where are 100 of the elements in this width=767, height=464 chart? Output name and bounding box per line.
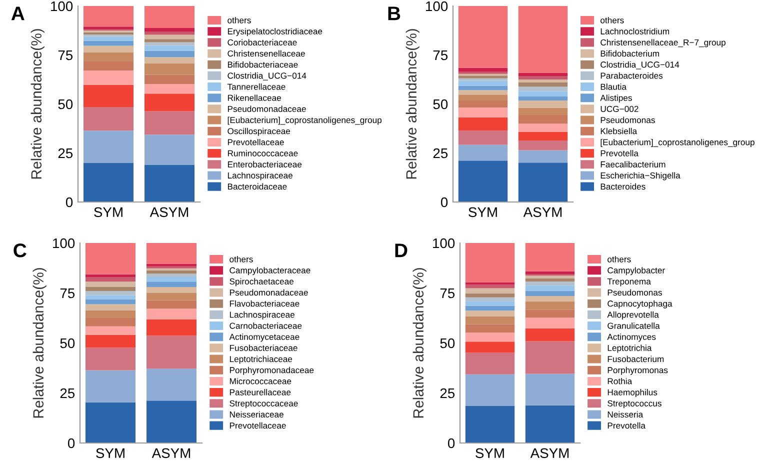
bar <box>525 374 575 406</box>
bar <box>518 6 568 73</box>
bar <box>458 100 508 108</box>
bar <box>525 278 575 282</box>
bar <box>146 274 197 277</box>
x-tick-label: ASYM <box>523 207 562 218</box>
legend-label: Alistipes <box>600 94 632 103</box>
bar <box>146 243 197 264</box>
legend-label: Rikenellaceae <box>228 94 281 101</box>
bar <box>144 164 195 202</box>
bar <box>525 286 575 291</box>
bar <box>85 287 136 291</box>
y-tick-label: 0 <box>66 197 73 208</box>
legend-label: Faecalibacterium <box>600 161 666 168</box>
legend-label: Prevotellaceae <box>230 422 286 429</box>
y-tick-label: 75 <box>440 288 455 298</box>
bar <box>458 86 508 90</box>
legend-label: Prevotella <box>608 422 646 429</box>
y-tick-label: 50 <box>58 99 73 110</box>
bar <box>458 130 508 145</box>
bar <box>85 304 136 310</box>
bar <box>518 162 568 202</box>
bar <box>83 84 134 107</box>
bar <box>525 405 575 443</box>
legend-label: Fusobacterium <box>608 356 664 362</box>
bar <box>144 111 195 135</box>
bar <box>465 288 515 294</box>
legend-label: Alloprevotella <box>607 311 659 320</box>
bar <box>146 282 197 287</box>
bar <box>518 96 568 100</box>
bar <box>146 308 197 320</box>
bar <box>465 324 515 333</box>
legend-label: Oscillospiraceae <box>228 128 290 136</box>
legend-label: Neisseriaceae <box>230 411 284 418</box>
legend-label: Enterobacteriaceae <box>228 161 302 168</box>
y-axis-title: Relative abundance(%) <box>412 268 426 418</box>
bar <box>146 319 197 336</box>
bar <box>85 291 136 296</box>
bar <box>83 6 134 27</box>
bar <box>146 270 197 274</box>
bar <box>83 36 134 41</box>
legend-label: Treponema <box>607 278 651 286</box>
bar <box>85 243 136 274</box>
y-tick-label: 100 <box>53 238 75 248</box>
bar <box>458 80 508 86</box>
bar <box>146 293 197 300</box>
bar <box>85 318 136 326</box>
bar <box>518 140 568 150</box>
y-tick-label: 75 <box>58 50 73 60</box>
bar <box>458 94 508 100</box>
bar <box>83 26 134 30</box>
legend-label: Clostridia_UCG−014 <box>600 61 680 70</box>
legend-label: Streptococcus <box>608 400 662 408</box>
y-tick-label: 0 <box>68 438 75 448</box>
bar <box>465 352 515 374</box>
bar <box>518 150 568 163</box>
legend-label: Actinomyces <box>607 334 656 342</box>
legend-label: Neisseria <box>608 411 644 418</box>
bar <box>525 276 575 278</box>
bar <box>146 400 197 443</box>
legend-label: Prevotella <box>600 150 638 156</box>
legend-label: Campylobacteraceae <box>230 267 310 276</box>
bar <box>144 134 195 165</box>
bar <box>83 130 134 163</box>
legend-label: Tannerellaceae <box>227 84 286 90</box>
bar <box>525 243 575 272</box>
bar <box>525 301 575 310</box>
legend-label: others <box>228 16 251 24</box>
bar <box>85 299 136 304</box>
y-tick-label: 25 <box>58 148 73 158</box>
legend-label: Leptotrichia <box>608 344 652 353</box>
bar <box>83 61 134 70</box>
bar <box>144 84 195 94</box>
bar <box>518 72 568 76</box>
legend-label: Erysipelatoclostridiaceae <box>228 28 322 36</box>
legend-label: Prevotellaceae <box>228 138 284 146</box>
chart-title: C <box>14 244 26 258</box>
bar <box>83 46 134 52</box>
legend-label: [Eubacterium]_coprostanoligenes_group <box>600 138 754 147</box>
bar <box>85 274 136 277</box>
bar <box>85 335 136 348</box>
legend-label: Bifidobacterium <box>600 50 659 57</box>
bar <box>83 106 134 131</box>
bar <box>525 328 575 342</box>
bar <box>144 74 195 84</box>
legend-label: Spirochaetaceae <box>230 278 294 286</box>
bar <box>458 108 508 118</box>
y-tick-label: 75 <box>60 288 75 298</box>
bar <box>458 76 508 78</box>
bar <box>83 52 134 62</box>
y-tick-label: 25 <box>60 388 75 398</box>
y-tick-label: 50 <box>440 338 455 348</box>
bar <box>525 290 575 296</box>
legend-label: Pseudomonas <box>600 116 655 124</box>
y-tick-label: 100 <box>426 1 448 12</box>
bar <box>458 78 508 81</box>
legend-label: Parabacteroides <box>600 72 663 79</box>
bar <box>458 160 508 202</box>
bar <box>144 28 195 32</box>
bar <box>458 144 508 161</box>
